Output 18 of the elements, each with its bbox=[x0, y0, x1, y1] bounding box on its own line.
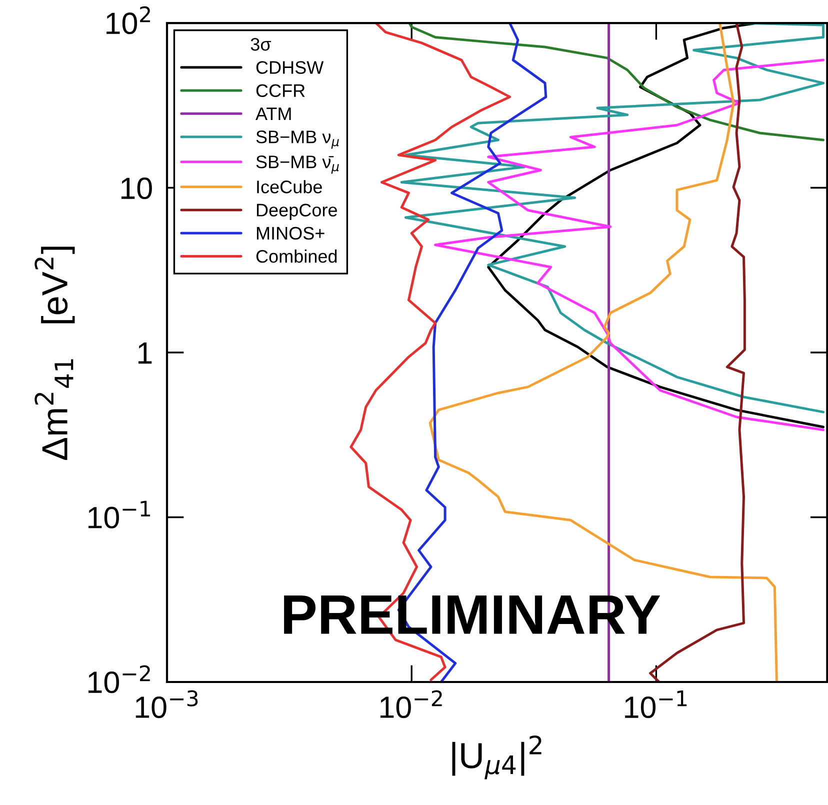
y-tick-label: 10$^{2}$ bbox=[106, 6, 150, 34]
x-axis-title: |U$_{μ4}$|$^{2}$ bbox=[452, 735, 542, 780]
x-tick-label: 10$^{−1}$ bbox=[625, 690, 687, 718]
legend-label: SB−MB ν$_{μ}$ bbox=[256, 130, 339, 149]
legend-label: SB−MB ν̄$_{μ}$ bbox=[256, 156, 339, 174]
legend-label: CDHSW bbox=[256, 61, 324, 74]
legend-label: IceCube bbox=[257, 180, 322, 194]
legend-label: ATM bbox=[256, 108, 291, 120]
text: Δm$^{2}$$_{41}$ [eV$^{2}$] bbox=[34, 246, 75, 460]
legend-label: DeepCore bbox=[256, 204, 337, 220]
legend-label: Combined bbox=[256, 250, 337, 263]
y-tick-label: 1 bbox=[138, 342, 152, 364]
y-tick-label: 10$^{−1}$ bbox=[88, 500, 150, 528]
legend-label: MINOS+ bbox=[256, 226, 324, 240]
legend-title: 3σ bbox=[250, 38, 272, 51]
legend-label: CCFR bbox=[256, 84, 305, 98]
x-tick-label: 10$^{−2}$ bbox=[380, 690, 442, 718]
y-tick-label: 10 bbox=[121, 178, 152, 200]
